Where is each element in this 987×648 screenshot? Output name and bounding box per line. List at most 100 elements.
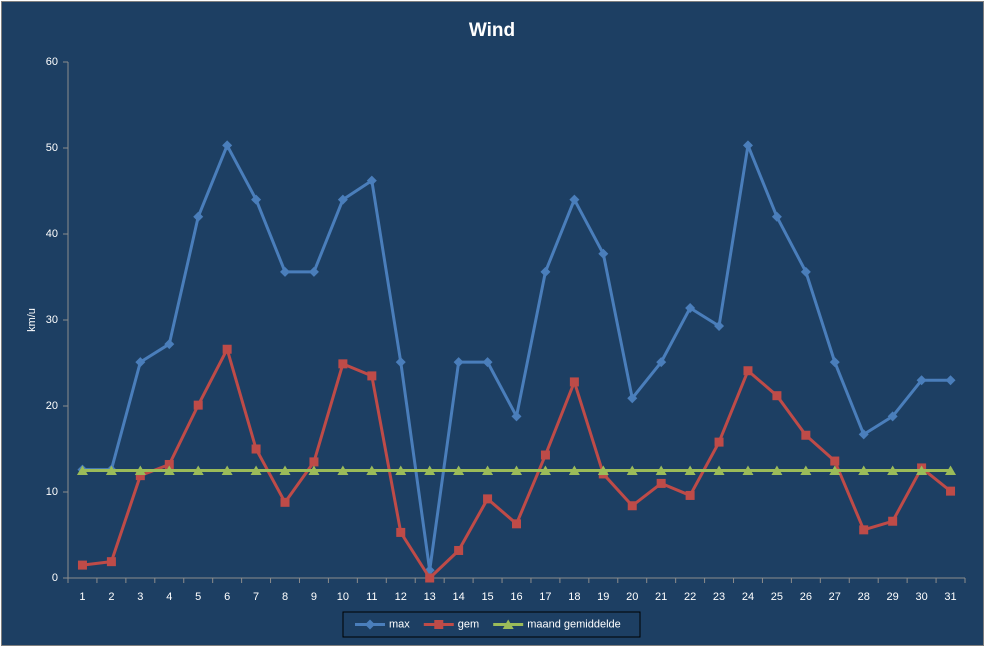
point — [366, 175, 377, 186]
point — [540, 450, 550, 460]
point — [502, 619, 514, 629]
point — [887, 465, 899, 475]
x-tick-label: 10 — [337, 591, 349, 603]
point — [945, 465, 957, 475]
x-tick-label: 24 — [742, 591, 754, 603]
point — [569, 377, 579, 387]
legend-label: maand gemiddelde — [527, 618, 621, 630]
x-tick-label: 16 — [510, 591, 522, 603]
point — [858, 465, 870, 475]
y-tick-label: 20 — [46, 400, 58, 412]
point — [396, 527, 406, 537]
point — [106, 557, 116, 567]
point — [279, 465, 291, 475]
x-tick-label: 6 — [224, 591, 230, 603]
point — [772, 391, 782, 401]
point — [684, 465, 696, 475]
point — [597, 465, 609, 475]
y-tick-label: 60 — [46, 56, 58, 68]
point — [453, 465, 465, 475]
x-tick-label: 1 — [79, 591, 85, 603]
point — [280, 266, 291, 277]
x-tick-label: 12 — [395, 591, 407, 603]
x-tick-label: 25 — [771, 591, 783, 603]
point — [771, 465, 783, 475]
point — [627, 393, 638, 404]
point — [858, 429, 869, 440]
point — [539, 465, 551, 475]
legend-box — [342, 611, 641, 638]
x-tick-label: 11 — [366, 591, 377, 603]
point — [424, 465, 436, 475]
x-tick-label: 4 — [166, 591, 172, 603]
point — [800, 266, 811, 277]
y-axis-label: km/u — [26, 308, 38, 332]
point — [742, 465, 754, 475]
point — [134, 465, 146, 475]
point — [135, 357, 146, 368]
x-tick-label: 7 — [253, 591, 259, 603]
point — [512, 519, 521, 529]
x-tick-label: 2 — [108, 591, 114, 603]
y-tick-label: 30 — [46, 314, 58, 326]
x-tick-label: 29 — [887, 591, 899, 603]
point — [76, 465, 88, 475]
point — [714, 321, 725, 332]
point — [887, 411, 898, 422]
point — [916, 465, 928, 475]
x-tick-label: 27 — [829, 591, 841, 603]
point — [366, 465, 378, 475]
point — [946, 486, 956, 496]
point — [482, 357, 493, 368]
point — [627, 501, 637, 511]
point — [193, 400, 203, 410]
point — [192, 465, 204, 475]
point — [337, 465, 349, 475]
point — [105, 465, 117, 475]
point — [598, 248, 609, 259]
point — [626, 465, 638, 475]
y-tick-label: 50 — [46, 142, 58, 154]
point — [830, 456, 840, 466]
x-tick-label: 23 — [713, 591, 725, 603]
x-tick-label: 5 — [195, 591, 201, 603]
x-tick-label: 9 — [311, 591, 317, 603]
point — [163, 465, 175, 475]
chart-title: Wind — [469, 20, 515, 41]
y-tick-label: 40 — [46, 228, 58, 240]
point — [859, 525, 869, 535]
legend-label: max — [389, 618, 410, 630]
x-tick-label: 14 — [453, 591, 465, 603]
point — [222, 140, 233, 151]
point — [367, 371, 377, 381]
point — [568, 465, 580, 475]
point — [135, 471, 145, 481]
y-tick-label: 10 — [46, 486, 58, 498]
x-tick-label: 26 — [800, 591, 812, 603]
point — [250, 465, 262, 475]
point — [511, 465, 522, 475]
point — [308, 266, 319, 277]
point — [453, 357, 464, 368]
x-tick-label: 19 — [597, 591, 609, 603]
point — [540, 266, 551, 277]
point — [569, 194, 580, 205]
x-tick-label: 20 — [626, 591, 638, 603]
point — [193, 211, 204, 222]
point — [164, 339, 175, 350]
x-tick-label: 22 — [684, 591, 696, 603]
x-tick-label: 18 — [568, 591, 580, 603]
x-tick-label: 30 — [915, 591, 927, 603]
point — [221, 465, 233, 475]
point — [483, 494, 493, 504]
point — [164, 459, 174, 469]
point — [714, 437, 724, 447]
x-tick-label: 8 — [282, 591, 288, 603]
legend-label: gem — [458, 618, 479, 630]
point — [395, 357, 406, 368]
point — [656, 478, 666, 488]
x-tick-label: 17 — [539, 591, 551, 603]
point — [742, 140, 753, 151]
